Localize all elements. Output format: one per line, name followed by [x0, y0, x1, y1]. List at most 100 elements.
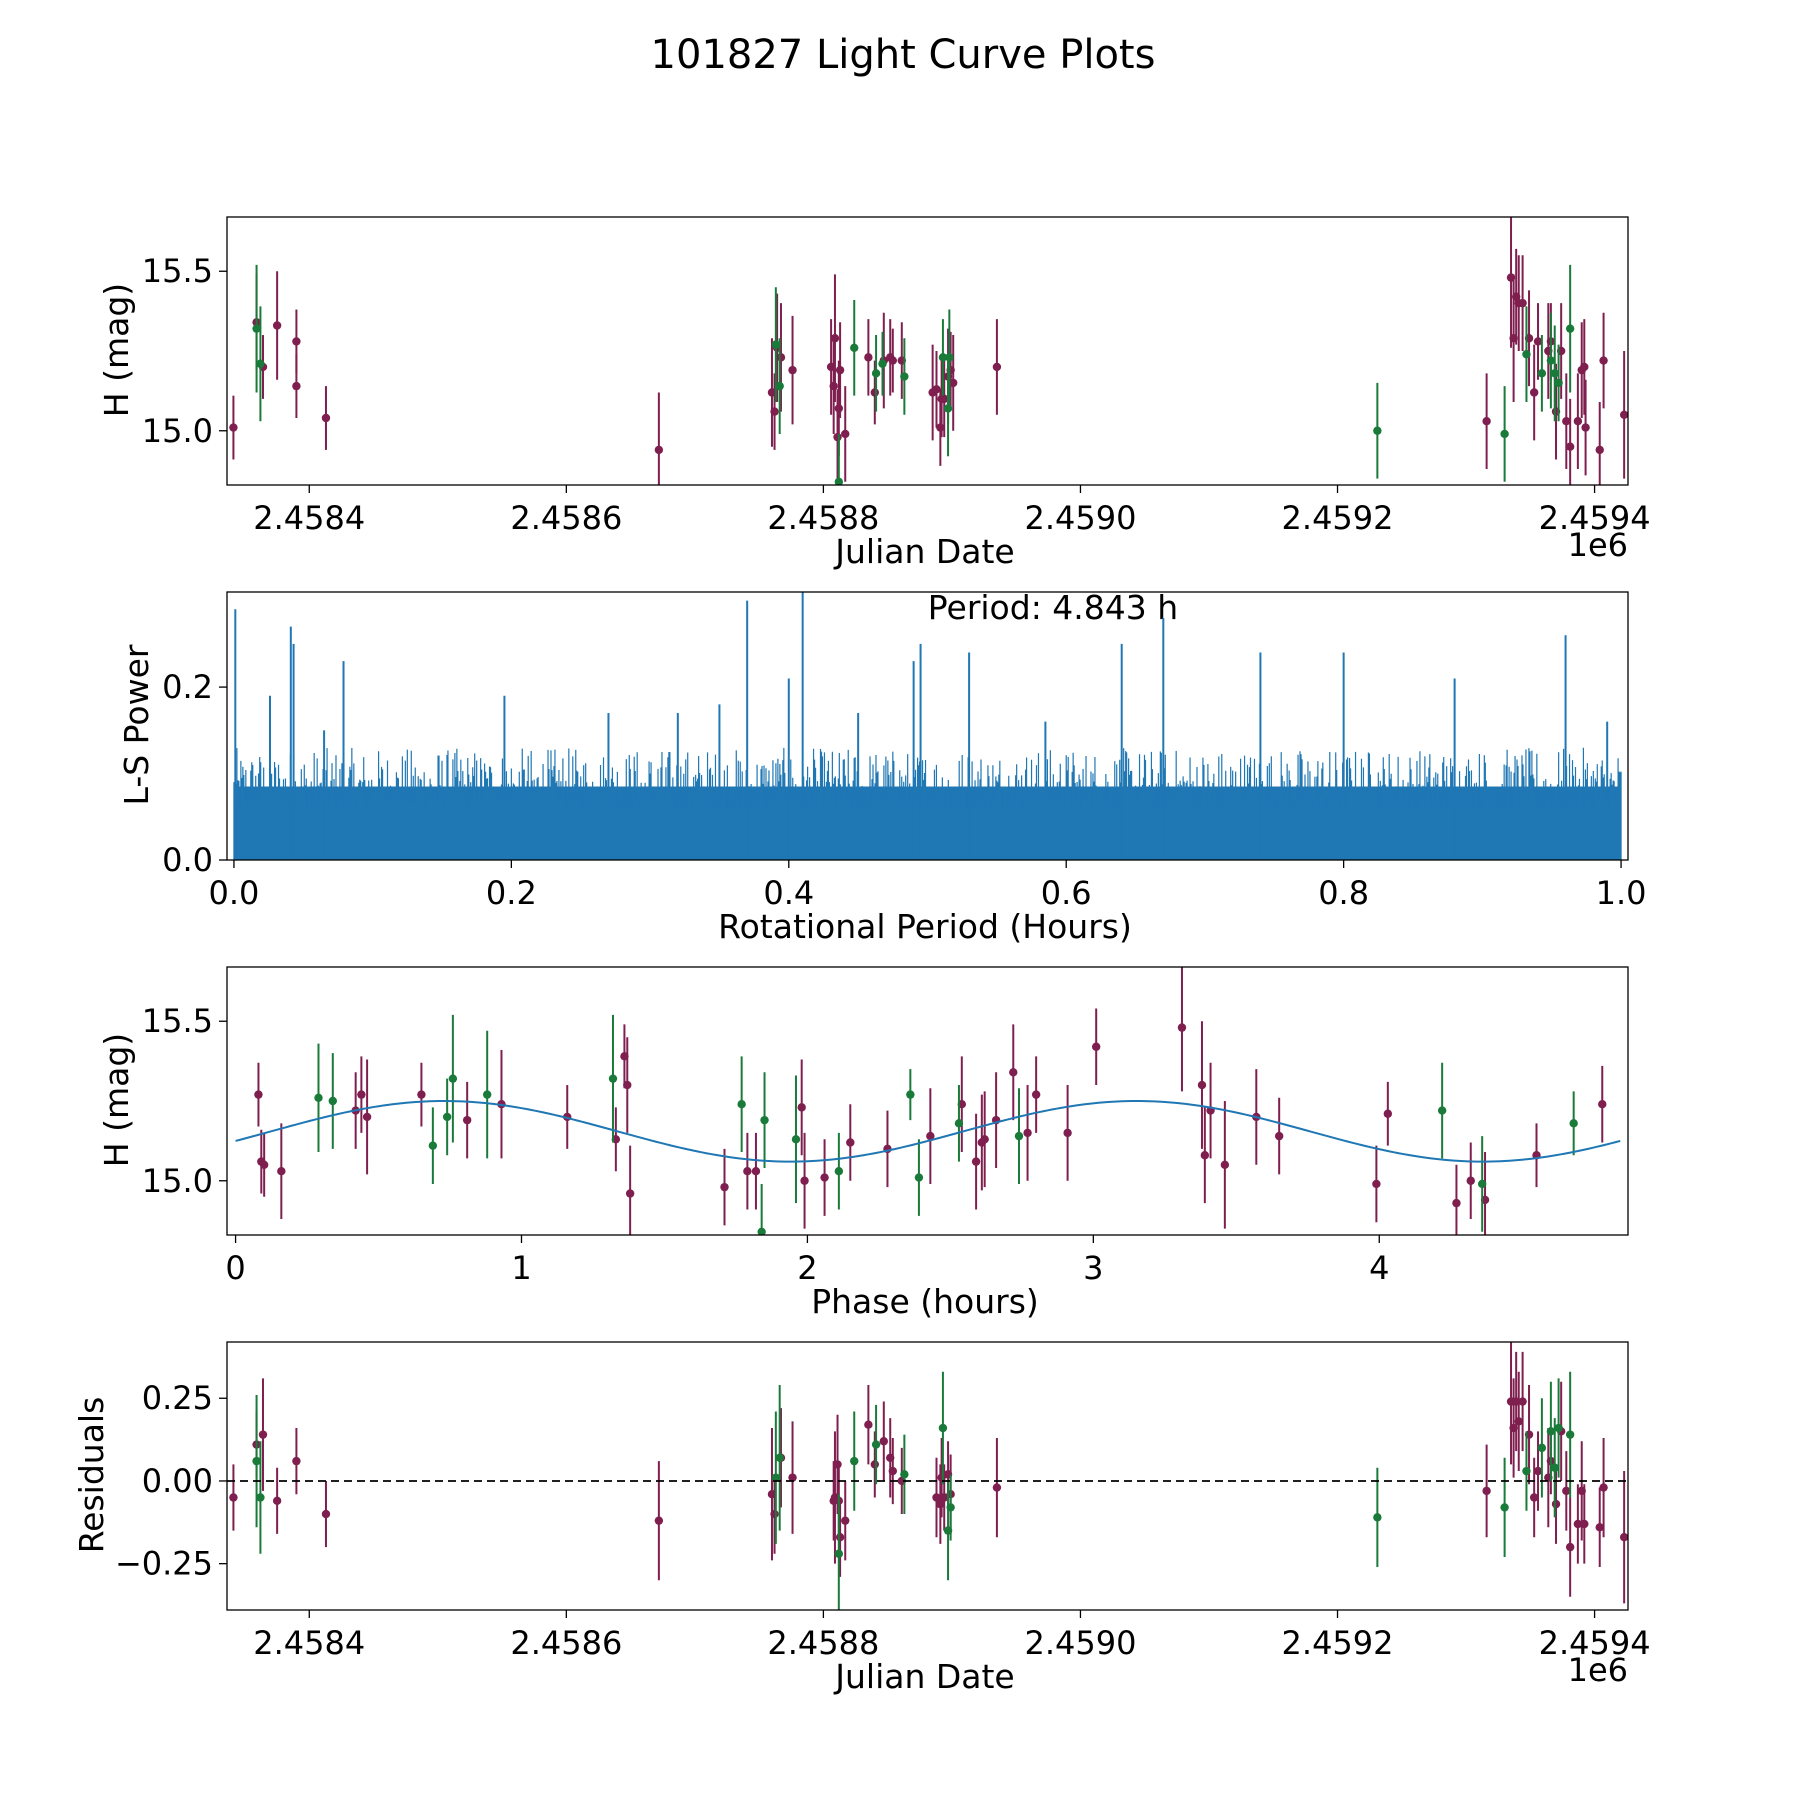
- residuals-point: [992, 1483, 1002, 1492]
- phased-point: [1023, 1128, 1032, 1138]
- lightcurve-point: [272, 321, 282, 330]
- residuals-point: [946, 1503, 955, 1512]
- phased-point: [954, 1119, 964, 1128]
- phased-xtick-label: 1: [511, 1249, 531, 1287]
- lightcurve-point: [943, 404, 953, 413]
- lightcurve-xtick-label: 2.4592: [1282, 499, 1394, 537]
- residuals-xtick-label: 2.4586: [510, 1624, 622, 1662]
- phased-point: [1466, 1176, 1475, 1185]
- phased-point: [1014, 1131, 1024, 1141]
- lightcurve-point: [654, 445, 664, 455]
- residuals-xtick-label: 2.4590: [1024, 1624, 1136, 1662]
- phased-point: [1063, 1128, 1072, 1138]
- lightcurve-point: [1599, 356, 1608, 365]
- residuals-point: [940, 1493, 949, 1502]
- residuals-point: [864, 1420, 873, 1429]
- periodogram-xtick-label: 0.2: [486, 874, 537, 912]
- figure-title: 101827 Light Curve Plots: [651, 32, 1156, 78]
- periodogram-xtick-label: 0.8: [1318, 874, 1369, 912]
- lightcurve-point: [1565, 324, 1575, 333]
- residuals-point: [252, 1456, 261, 1466]
- phased-model-curve: [235, 1099, 1621, 1163]
- residuals-point: [870, 1460, 880, 1469]
- residuals-point: [1573, 1519, 1583, 1529]
- periodogram-xlabel: Rotational Period (Hours): [718, 907, 1132, 946]
- lightcurve-point: [1565, 442, 1575, 451]
- phased-point: [314, 1093, 323, 1103]
- residuals-point: [938, 1423, 948, 1433]
- lightcurve-point: [888, 356, 897, 365]
- phased-point: [1274, 1131, 1284, 1141]
- phased-point: [259, 1160, 269, 1170]
- residuals-point: [1565, 1542, 1575, 1552]
- residuals-point: [1580, 1519, 1589, 1529]
- lightcurve-point: [1500, 429, 1509, 439]
- phased-point: [1598, 1099, 1607, 1109]
- phased-point: [980, 1135, 989, 1144]
- phased-point: [737, 1099, 746, 1109]
- residuals-point: [292, 1456, 301, 1466]
- residuals-point: [321, 1509, 331, 1519]
- lightcurve-point: [870, 388, 880, 397]
- phased-point: [448, 1074, 458, 1083]
- lightcurve-point: [775, 381, 784, 391]
- residuals-ytick-label: 0.25: [142, 1379, 213, 1417]
- phased-point: [1031, 1090, 1041, 1099]
- residuals-xtick-label: 2.4594: [1539, 1624, 1651, 1662]
- lightcurve-point: [292, 381, 301, 391]
- phased-point: [442, 1112, 452, 1122]
- residuals-points: [229, 1342, 1628, 1610]
- phased-point: [743, 1166, 752, 1176]
- residuals-ytick-label: 0.00: [142, 1462, 213, 1500]
- lightcurve-point: [992, 362, 1002, 372]
- phased-point: [428, 1141, 438, 1150]
- residuals-point: [841, 1516, 850, 1525]
- periodogram-frame: [226, 591, 1629, 861]
- lightcurve-point: [834, 404, 844, 413]
- residuals-point: [1565, 1430, 1575, 1439]
- phased-point: [834, 1166, 844, 1176]
- lightcurve-point: [1537, 369, 1547, 378]
- residuals-frame: [226, 1341, 1629, 1611]
- residuals-point: [1500, 1503, 1509, 1512]
- residuals-point: [229, 1493, 238, 1502]
- periodogram-xtick-label: 0.6: [1041, 874, 1092, 912]
- phased-point: [906, 1090, 915, 1099]
- residuals-xtick-label: 2.4592: [1282, 1624, 1394, 1662]
- residuals-point: [1550, 1463, 1559, 1472]
- residuals-point: [835, 1533, 845, 1542]
- lightcurve-point: [256, 359, 265, 368]
- phased-point: [820, 1173, 829, 1182]
- residuals-point: [1551, 1499, 1561, 1509]
- residuals-point: [833, 1460, 842, 1469]
- phased-point: [751, 1166, 761, 1176]
- residuals-point: [850, 1456, 859, 1466]
- lightcurve-point: [864, 353, 873, 362]
- lightcurve-xtick-label: 2.4588: [767, 499, 879, 537]
- lightcurve-xtick-label: 2.4590: [1024, 499, 1136, 537]
- phased-point: [757, 1227, 766, 1235]
- periodogram-xtick-label: 0.0: [208, 874, 259, 912]
- lightcurve-point: [1529, 388, 1539, 397]
- phased-point: [1091, 1042, 1101, 1051]
- lightcurve-point: [945, 353, 954, 362]
- lightcurve-point: [229, 423, 238, 432]
- residuals-point: [1537, 1443, 1547, 1453]
- lightcurve-point: [850, 343, 859, 353]
- phased-point: [914, 1173, 924, 1182]
- residuals-xlabel: Julian Date: [833, 1657, 1015, 1696]
- residuals-ylabel: Residuals: [72, 1397, 111, 1554]
- residuals-point: [1546, 1427, 1556, 1436]
- phased-point: [791, 1135, 801, 1144]
- phased-point: [482, 1090, 492, 1099]
- lightcurve-points: [229, 217, 1628, 485]
- periodogram-xtick-label: 0.4: [763, 874, 814, 912]
- lightcurve-point: [771, 340, 781, 349]
- periodogram-xtick-label: 1.0: [1596, 874, 1647, 912]
- lightcurve-point: [1518, 298, 1527, 308]
- phased-point: [797, 1103, 806, 1112]
- residuals-point: [770, 1509, 779, 1519]
- residuals-point: [1482, 1486, 1491, 1496]
- lightcurve-point: [932, 385, 941, 394]
